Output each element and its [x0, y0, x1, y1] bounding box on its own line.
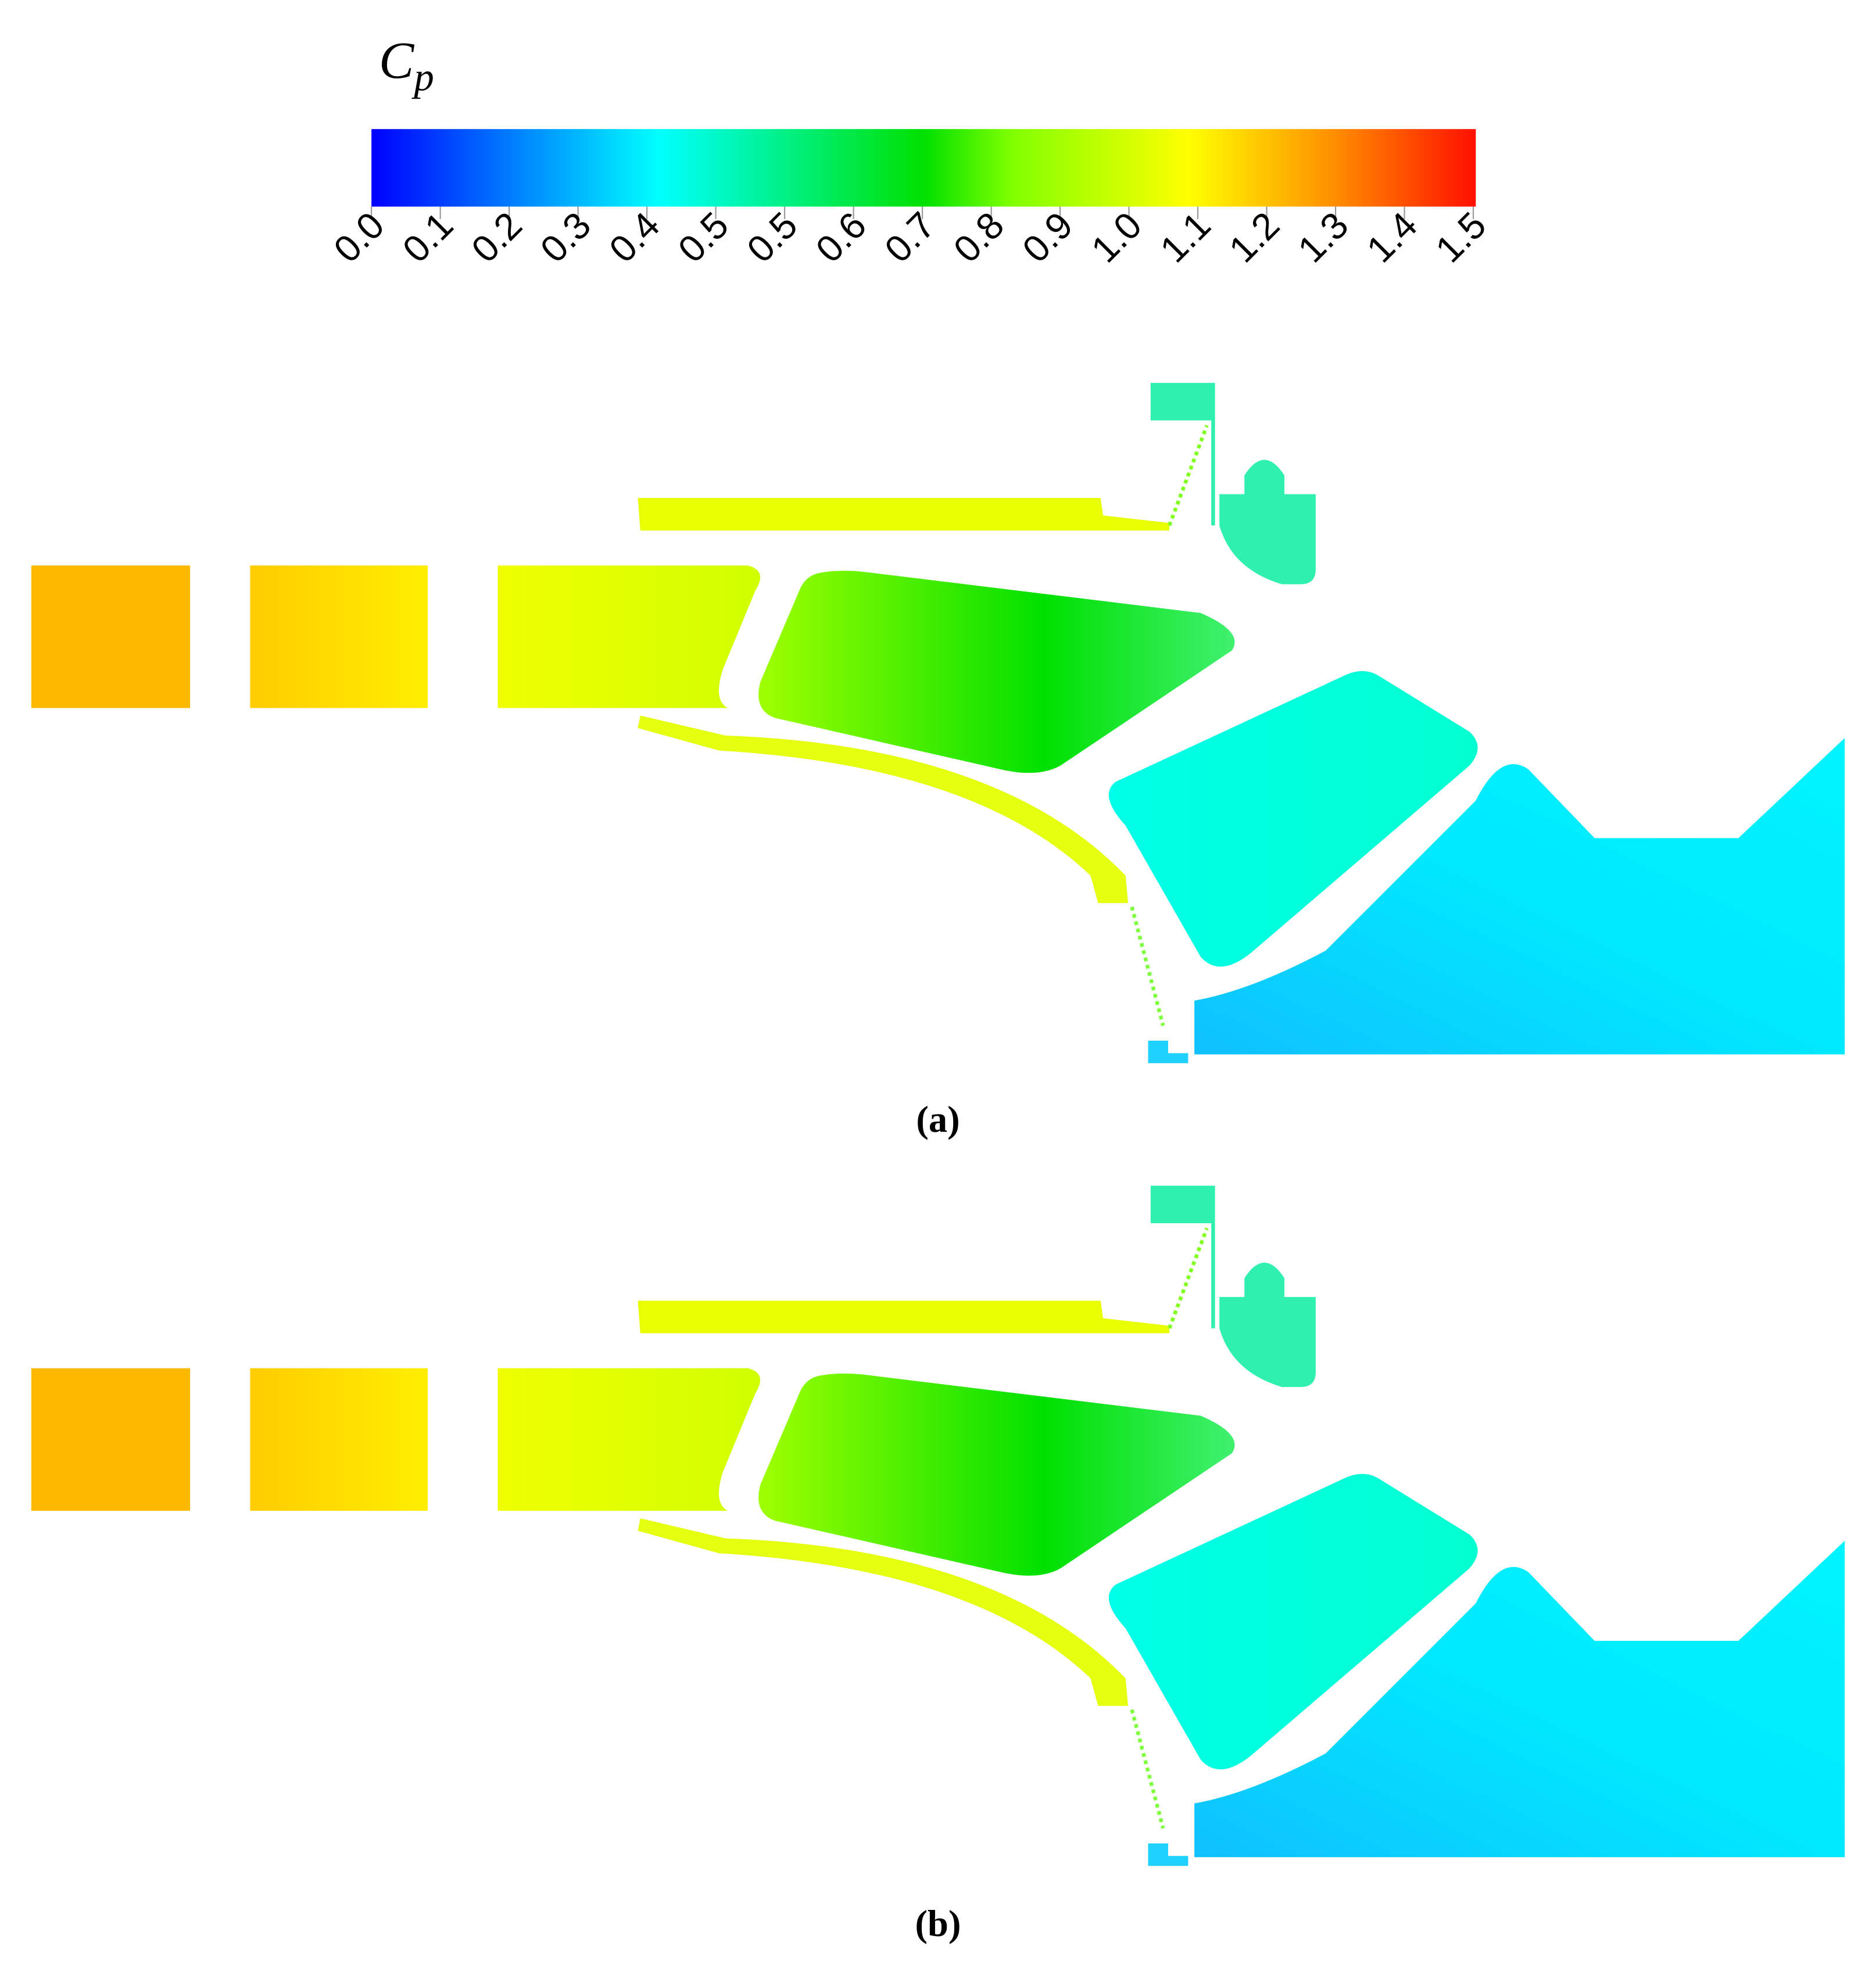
colorbar-title-sub: p: [411, 55, 434, 99]
colorbar-tick-label: 1.3: [1290, 204, 1356, 270]
colorbar-tick-label: 0.7: [876, 204, 943, 270]
colorbar-title: Cp: [379, 31, 434, 99]
colorbar-tick-label: 0.6: [808, 204, 874, 270]
colorbar-title-main: C: [379, 31, 415, 89]
panel-a-contour: [31, 383, 1845, 1063]
colorbar-tick-label: 0.4: [601, 204, 667, 270]
colorbar-tick-label: 1.0: [1083, 204, 1150, 270]
colorbar: [371, 129, 1476, 207]
colorbar-tick-label: 0.1: [395, 204, 461, 270]
colorbar-tick-label: 1.1: [1152, 204, 1218, 270]
caption-b: (b): [915, 1902, 961, 1945]
colorbar-tick-label: 0.0: [326, 204, 392, 270]
colorbar-ticks: 0.0 0.1 0.2 0.3 0.4 0.5 0.5 0.6 0.7 0.8 0.9 1.0 1.1 1…: [326, 204, 1494, 270]
colorbar-tick-label: 1.5: [1427, 204, 1494, 270]
colorbar-tick-label: 1.2: [1221, 204, 1287, 270]
panel-b-contour: [31, 1186, 1845, 1866]
colorbar-tick-label: 0.2: [463, 204, 529, 270]
colorbar-tick-label: 0.5: [739, 204, 805, 270]
colorbar-tick-label: 1.4: [1359, 204, 1425, 270]
colorbar-tick-label: 0.5: [670, 204, 736, 270]
caption-a: (a): [916, 1098, 960, 1141]
colorbar-tick-label: 0.8: [946, 204, 1012, 270]
colorbar-tick-label: 0.9: [1014, 204, 1080, 270]
colorbar-tick-label: 0.3: [532, 204, 599, 270]
